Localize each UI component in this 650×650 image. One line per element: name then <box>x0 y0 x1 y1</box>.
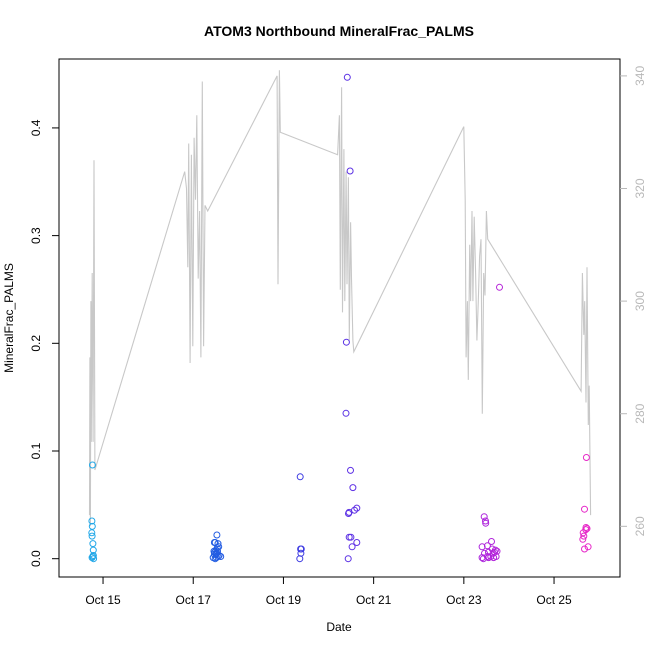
data-point <box>493 547 501 555</box>
data-point <box>347 466 354 474</box>
y-tick-label: 0.0 <box>29 550 43 567</box>
data-point <box>89 461 96 469</box>
data-point <box>582 454 590 461</box>
chart-title: ATOM3 Northbound MineralFrac_PALMS <box>204 23 474 39</box>
data-point <box>88 529 96 537</box>
data-point <box>479 555 487 563</box>
data-point <box>580 532 588 540</box>
data-point <box>347 533 355 541</box>
series-line <box>88 70 592 527</box>
data-point <box>343 73 351 81</box>
y2-tick-label: 300 <box>633 291 647 311</box>
x-tick-label: Oct 19 <box>266 593 302 607</box>
data-point <box>296 555 304 563</box>
data-point <box>496 283 503 291</box>
data-point <box>217 553 225 560</box>
data-point <box>579 535 587 543</box>
data-point <box>349 484 357 492</box>
data-point <box>214 547 221 555</box>
point-series <box>88 73 592 563</box>
data-point <box>215 543 223 551</box>
y2-tick-label: 260 <box>633 516 647 536</box>
x-tick-label: Oct 15 <box>85 593 121 607</box>
data-point <box>344 555 352 563</box>
y2-tick-label: 280 <box>633 403 647 423</box>
data-point <box>346 167 354 175</box>
data-point <box>482 517 489 525</box>
data-point <box>579 529 587 537</box>
data-point <box>483 542 491 550</box>
data-point <box>482 519 490 527</box>
data-point <box>89 540 97 548</box>
data-point <box>584 543 592 551</box>
data-point <box>214 540 222 548</box>
x-axis: Oct 15 Oct 17 Oct 19 Oct 21 Oct 23 Oct 25 <box>85 576 572 607</box>
x-tick-label: Oct 21 <box>356 593 392 607</box>
data-point <box>583 525 591 532</box>
line-series <box>88 70 592 527</box>
data-point <box>581 505 588 513</box>
data-point <box>488 538 495 545</box>
data-point <box>348 543 356 551</box>
x-axis-label: Date <box>326 620 352 634</box>
y-tick-label: 0.4 <box>29 119 43 136</box>
y-axis-label: MineralFrac_PALMS <box>2 263 16 373</box>
y-tick-label: 0.3 <box>29 227 43 244</box>
data-point <box>296 473 304 481</box>
data-point <box>213 531 221 539</box>
data-point <box>492 553 500 560</box>
data-point <box>88 532 96 540</box>
data-point <box>353 539 361 546</box>
data-point <box>342 338 350 346</box>
data-point <box>345 510 352 517</box>
x-tick-label: Oct 25 <box>536 593 572 607</box>
y2-axis: 260 280 300 320 340 <box>620 66 647 536</box>
data-point <box>297 545 305 553</box>
data-point <box>342 409 350 417</box>
y-axis: 0.0 0.1 0.2 0.3 0.4 <box>29 119 60 567</box>
y-tick-label: 0.2 <box>29 335 43 352</box>
data-point <box>353 504 361 512</box>
y2-tick-label: 340 <box>633 66 647 86</box>
y2-tick-label: 320 <box>633 178 647 198</box>
data-point <box>90 555 98 563</box>
x-tick-label: Oct 23 <box>446 593 482 607</box>
x-tick-label: Oct 17 <box>176 593 212 607</box>
data-point <box>478 543 486 551</box>
data-point <box>483 553 491 560</box>
y-tick-label: 0.1 <box>29 442 43 459</box>
data-point <box>581 545 588 553</box>
data-point <box>88 517 96 525</box>
data-point <box>89 552 97 559</box>
data-point <box>480 513 488 521</box>
